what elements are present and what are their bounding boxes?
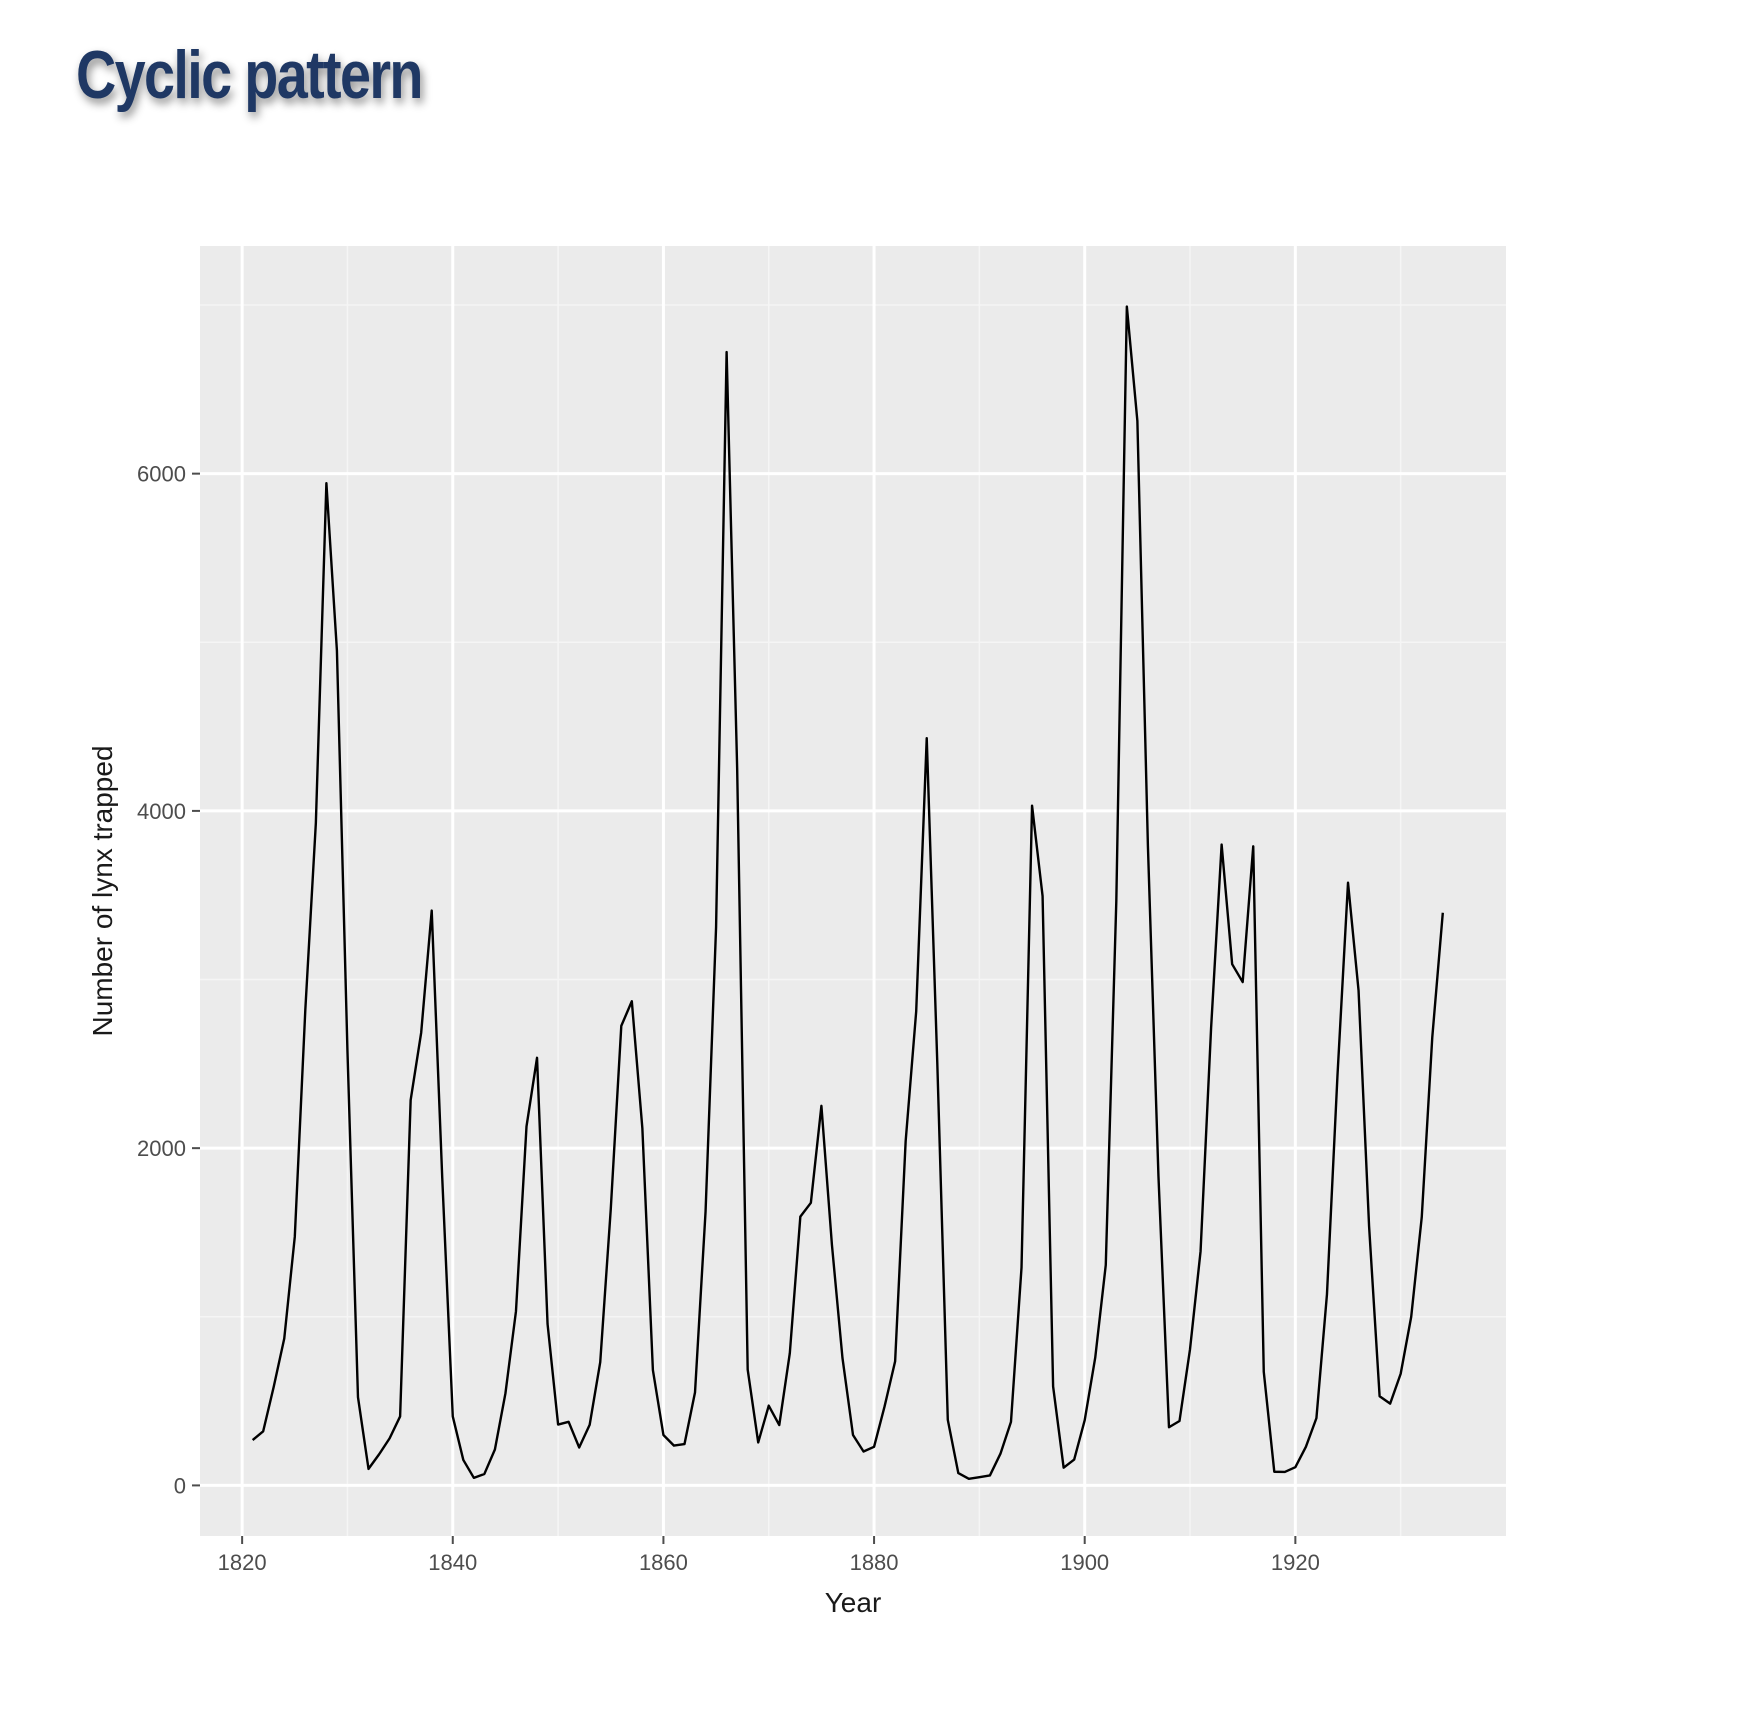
y-tick-label: 4000 [137, 799, 186, 824]
x-tick-label: 1860 [639, 1550, 688, 1575]
x-tick-label: 1900 [1060, 1550, 1109, 1575]
y-axis-title: Number of lynx trapped [87, 745, 118, 1036]
x-tick-label: 1880 [850, 1550, 899, 1575]
y-tick-label: 0 [174, 1473, 186, 1498]
series-layer [251, 305, 1445, 1481]
x-axis-ticks: 1820 1840 1860 1880 1900 1920 [218, 1536, 1320, 1575]
slide-title: Cyclic pattern [76, 37, 423, 113]
x-tick-label: 1820 [218, 1550, 267, 1575]
y-axis-ticks: 0 2000 4000 6000 [137, 462, 200, 1498]
x-tick-label: 1840 [428, 1550, 477, 1575]
x-tick-label: 1920 [1271, 1550, 1320, 1575]
y-tick-label: 6000 [137, 462, 186, 487]
x-axis-title: Year [825, 1587, 882, 1618]
y-tick-label: 2000 [137, 1136, 186, 1161]
major-gridlines [200, 246, 1506, 1536]
minor-gridlines [200, 246, 1506, 1536]
series-line [251, 305, 1445, 1481]
plot-panel [200, 246, 1506, 1536]
